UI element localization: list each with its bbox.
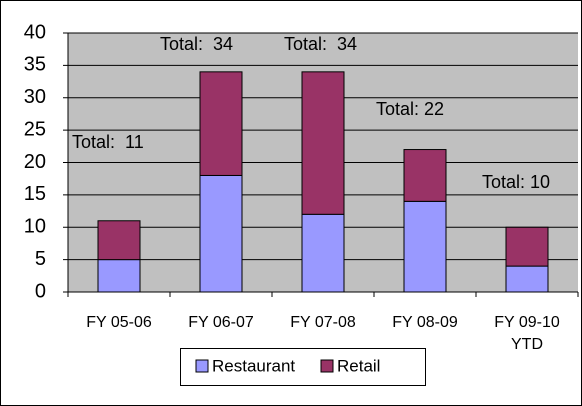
annotation: Total: 10 [482,172,550,192]
y-tick-label: 0 [35,280,46,302]
y-tick-label: 10 [24,216,46,238]
legend [180,348,426,386]
x-tick-label: FY 06-07 [188,314,254,331]
annotation: Total: 34 [160,34,233,54]
bar-segment [97,259,141,293]
bar-segment [301,213,345,293]
y-tick-label: 5 [35,248,46,270]
legend-swatch [195,359,209,373]
bar-segment [505,265,549,293]
bar-segment [403,200,447,293]
x-tick-label: FY 08-09 [392,314,458,331]
bar-segment [97,220,141,261]
legend-label: Retail [337,356,380,375]
x-tick-label: FY 07-08 [290,314,356,331]
y-tick-label: 35 [24,54,46,76]
bar-segment [505,226,549,267]
y-tick-label: 20 [24,151,46,173]
y-tick-label: 15 [24,183,46,205]
annotation: Total: 34 [284,34,357,54]
legend-swatch [320,359,334,373]
x-tick-label: FY 05-06 [86,314,152,331]
bar-segment [403,149,447,202]
x-tick-label: FY 09-10 YTD [494,314,560,353]
bar-segment [199,174,243,293]
y-tick-label: 30 [24,86,46,108]
bar-segment [301,71,345,215]
y-tick-label: 25 [24,118,46,140]
annotation: Total: 11 [72,132,144,152]
annotation: Total: 22 [376,99,444,119]
legend-label: Restaurant [212,356,295,375]
bar-segment [199,71,243,176]
y-tick-label: 40 [24,21,46,43]
